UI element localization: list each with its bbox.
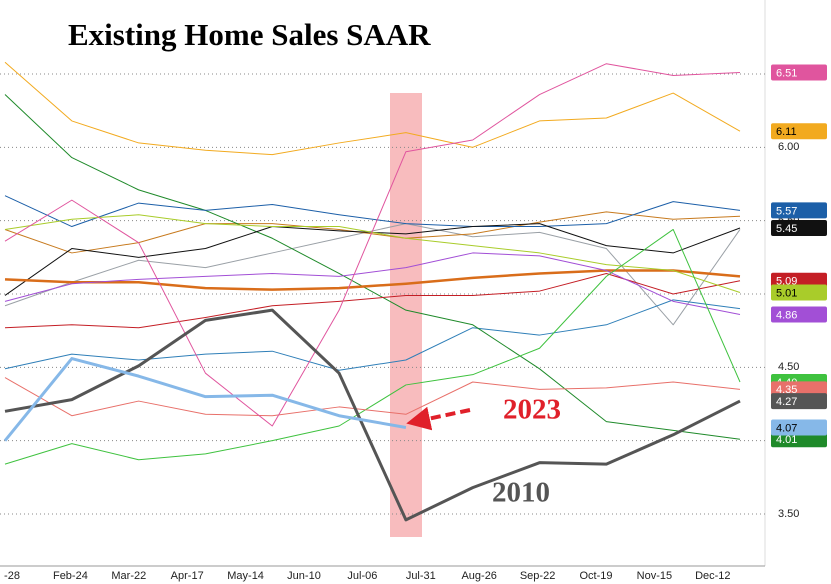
series-line xyxy=(4,269,741,291)
x-tick-label: -28 xyxy=(4,570,20,582)
series-line xyxy=(4,272,741,329)
end-badge xyxy=(771,419,827,436)
series-line xyxy=(4,211,741,254)
series-line xyxy=(4,63,741,427)
x-tick-label: Jun-10 xyxy=(287,570,321,582)
annotation-arrow xyxy=(406,406,471,431)
end-badge xyxy=(771,123,827,140)
series-line xyxy=(4,377,741,417)
highlight-band xyxy=(390,93,422,537)
series-line xyxy=(4,195,741,228)
y-tick-label: 4.50 xyxy=(778,361,799,373)
series-line xyxy=(4,214,741,294)
x-tick-label: Jul-06 xyxy=(347,570,377,582)
end-badge-label: 5.57 xyxy=(776,205,797,217)
end-badge xyxy=(771,220,827,236)
end-badge-label: 6.11 xyxy=(776,126,797,138)
end-badge-label: 5.45 xyxy=(776,223,797,235)
x-tick-label: Mar-22 xyxy=(111,570,146,582)
end-badge xyxy=(771,306,827,323)
end-badge xyxy=(771,202,827,219)
end-badge-label: 4.07 xyxy=(776,422,797,434)
x-tick-label: Apr-17 xyxy=(171,570,204,582)
end-badge-label: 5.01 xyxy=(776,287,797,299)
x-tick-label: Sep-22 xyxy=(520,570,555,582)
y-tick-label: 6.00 xyxy=(778,141,799,153)
x-tick-label: Dec-12 xyxy=(695,570,730,582)
series-line xyxy=(4,252,741,316)
annotation-2023: 2023 xyxy=(503,394,561,426)
chart-title: Existing Home Sales SAAR xyxy=(68,17,431,52)
end-badge xyxy=(771,284,827,301)
x-tick-label: Aug-26 xyxy=(461,570,496,582)
end-badge xyxy=(771,64,827,81)
series-line xyxy=(4,94,741,440)
end-badge-label: 4.01 xyxy=(776,434,797,446)
series-line xyxy=(4,228,741,465)
x-tick-label: Oct-19 xyxy=(579,570,612,582)
x-tick-label: Feb-24 xyxy=(53,570,88,582)
x-tick-label: Nov-15 xyxy=(637,570,672,582)
end-badge-label: 4.27 xyxy=(776,396,797,408)
end-badge-label: 6.51 xyxy=(776,67,797,79)
end-badge xyxy=(771,393,827,410)
series-line xyxy=(3,357,407,442)
end-badge-label: 4.86 xyxy=(776,309,797,321)
series-line xyxy=(4,299,741,371)
x-tick-label: May-14 xyxy=(227,570,264,582)
series-line xyxy=(4,308,741,522)
series-line xyxy=(4,61,741,156)
annotation-2010: 2010 xyxy=(492,477,550,509)
y-tick-label: 3.50 xyxy=(778,508,799,520)
x-tick-label: Jul-31 xyxy=(406,570,436,582)
